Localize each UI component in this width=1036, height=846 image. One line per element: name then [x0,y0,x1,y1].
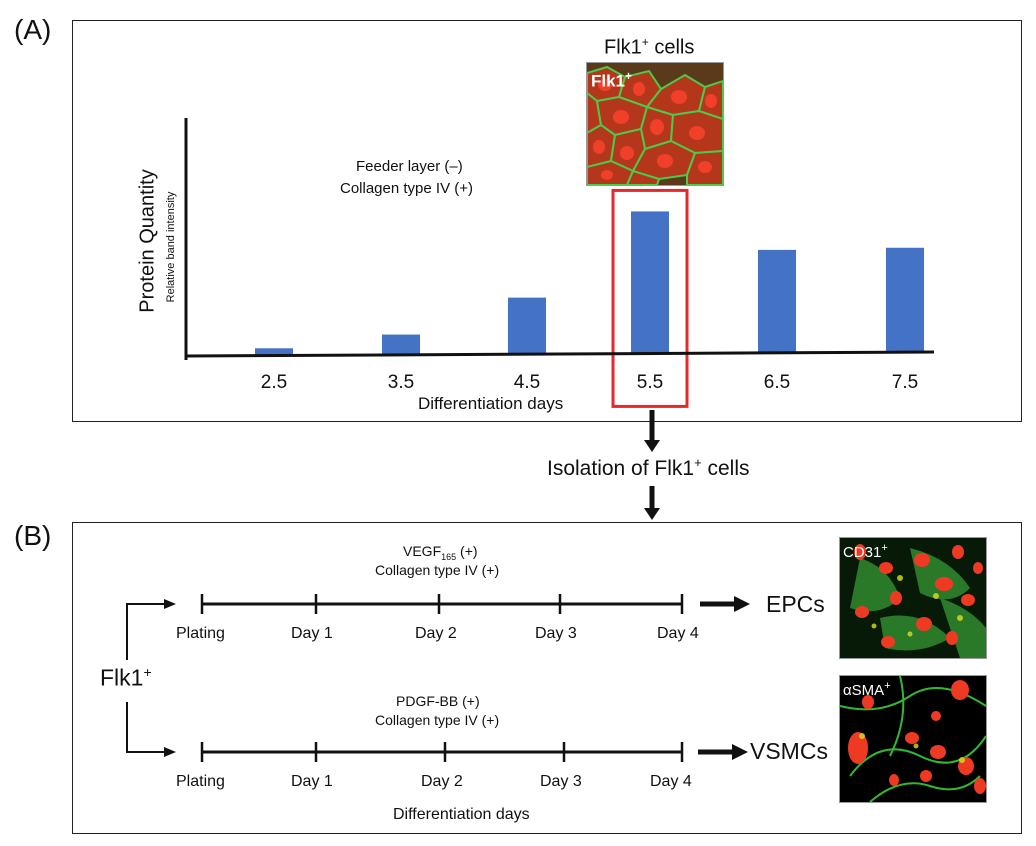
top-tick-plating: Plating [176,625,225,642]
tick-label-4.5: 4.5 [514,372,540,393]
tick-label-6.5: 6.5 [764,372,790,393]
panel-a-frame [72,20,1022,422]
arrow-vsmc-head [732,744,748,760]
top-tick-day1: Day 1 [291,625,333,642]
branch-top-head [164,599,176,609]
tick-label-7.5: 7.5 [892,372,918,393]
condition-collagen: Collagen type IV (+) [340,180,473,197]
top-tick-day4: Day 4 [657,625,699,642]
bottom-condition-collagen: Collagen type IV (+) [375,712,500,728]
panel-a-letter: (A) [14,14,52,45]
bottom-tick-day4: Day 4 [650,773,692,790]
flk1-micrograph-image [587,63,723,185]
flk1-micrograph: Flk1+ [586,62,724,186]
branch-bottom-head [164,747,176,757]
top-condition-collagen: Collagen type IV (+) [375,562,500,578]
asma-micrograph-image [840,676,986,802]
panel-b-frame [72,522,1022,834]
bottom-tick-day2: Day 2 [421,773,463,790]
top-tick-day2: Day 2 [415,625,457,642]
bottom-tick-day1: Day 1 [291,773,333,790]
asma-label: αSMA+ [843,680,891,699]
flk1-micrograph-label: Flk1+ [591,69,633,91]
x-axis [185,350,935,358]
tick-label-2.5: 2.5 [261,372,287,393]
arrow-head-2 [644,508,660,520]
top-condition-vegf: VEGF165 (+) [403,543,478,562]
asma-micrograph: αSMA+ [839,675,987,803]
bar-2.5 [255,348,293,356]
tick-label-5.5: 5.5 [637,372,663,393]
bottom-condition-pdgf: PDGF-BB (+) [396,693,480,709]
result-epcs: EPCs [766,591,825,617]
flk1-source-label: Flk1+ [100,664,152,691]
panel-b-x-label: Differentiation days [393,806,530,823]
micrograph-title: Flk1+ cells [604,35,695,59]
x-axis-label: Differentiation days [418,394,564,413]
bottom-tick-plating: Plating [176,773,225,790]
arrow-head-1 [644,440,660,452]
bar-chart: 2.5 3.5 4.5 5.5 6.5 7.5 [184,118,935,408]
cd31-label: CD31+ [843,542,888,561]
tick-label-3.5: 3.5 [388,372,414,393]
highlight-box [611,188,689,408]
branch-top [126,603,166,660]
bar-3.5 [382,334,420,355]
panel-b-letter: (B) [14,520,52,551]
cd31-micrograph-image [840,538,986,658]
bar-4.5 [508,297,546,355]
isolation-label: Isolation of Flk1+ cells [547,455,750,480]
bar-6.5 [758,249,796,353]
cd31-micrograph: CD31+ [839,537,987,659]
top-tick-day3: Day 3 [535,625,577,642]
branch-bottom [126,702,166,753]
bar-7.5 [886,247,924,353]
result-vsmcs: VSMCs [750,738,828,764]
bottom-tick-day3: Day 3 [540,773,582,790]
arrow-epc-head [734,596,750,612]
condition-feeder: Feeder layer (–) [356,158,463,175]
bar-5.5 [631,211,669,354]
